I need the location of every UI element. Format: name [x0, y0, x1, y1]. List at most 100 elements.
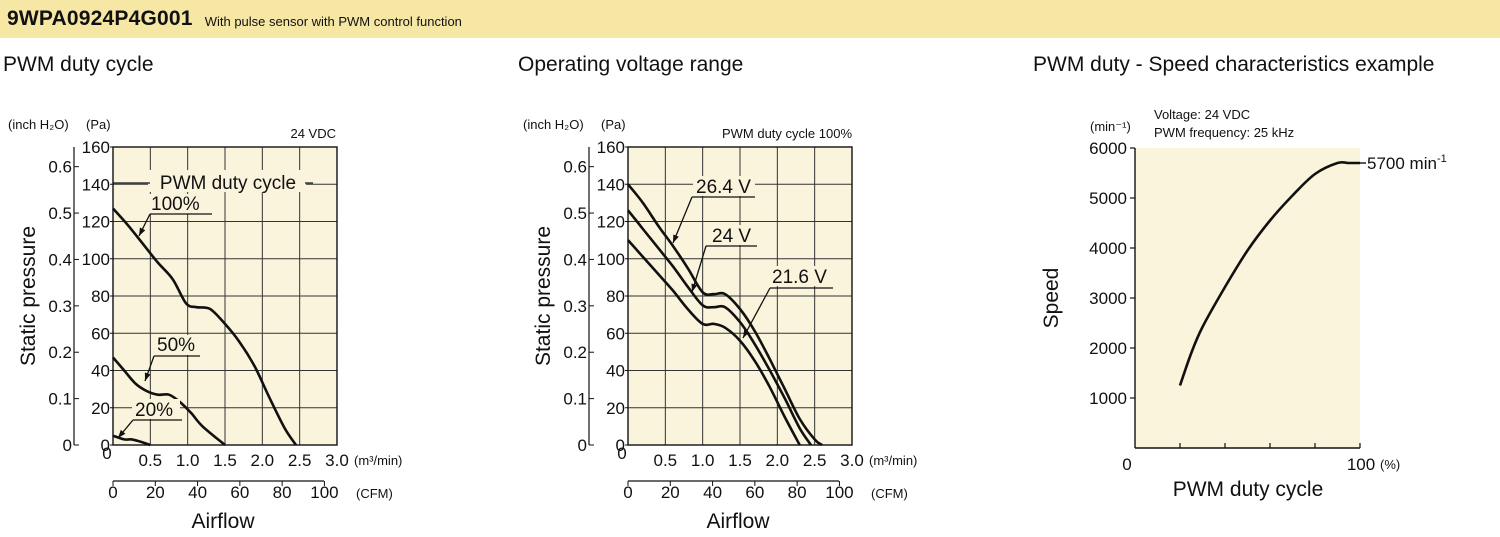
chart2-series-line	[626, 209, 812, 446]
chart2-ytick-inch-label: 0.3	[563, 297, 587, 316]
chart2-ytick-pa-label: 20	[606, 399, 625, 418]
chart1-ytick-inch-label: 0.1	[48, 390, 72, 409]
chart2-ytick-pa-label: 80	[606, 287, 625, 306]
chart1-series-line	[112, 207, 297, 446]
chart2-xtick-cfm-label: 100	[825, 483, 853, 502]
chart2-ytick-inch-label: 0.1	[563, 390, 587, 409]
chart3-ytick-label: 5000	[1089, 189, 1127, 208]
chart3-title: PWM duty - Speed characteristics example	[1033, 53, 1435, 76]
chart1-xtick-cfm-label: 100	[310, 483, 338, 502]
chart1-leader-arrow	[139, 227, 146, 236]
chart2-leader-line	[742, 287, 771, 339]
chart1-xunit-cfm: (CFM)	[356, 486, 393, 501]
chart1-xtick-cfm-label: 0	[108, 483, 117, 502]
chart2-ytick-pa-label: 160	[597, 138, 625, 157]
chart1-series-label: 20%	[135, 400, 173, 421]
chart2-ytick-pa-label: 140	[597, 175, 625, 194]
chart2-ylabel: Static pressure	[532, 226, 555, 366]
chart2-xtick-m3-label: 1.0	[691, 451, 715, 470]
chart1-xtick-m3-label: 0.5	[139, 451, 163, 470]
chart1-ytick-pa-label: 20	[91, 399, 110, 418]
chart3-xtick-label: 0	[1122, 455, 1131, 474]
chart1-ytick-inch-label: 0.5	[48, 204, 72, 223]
chart1-xlabel: Airflow	[191, 510, 255, 533]
chart1-yunit-inch: (inch H₂O)	[8, 117, 69, 132]
pressure-airflow-chart-duty: 0 20 40 60 80 100 120 140 160 0 0.1 0.2 0.3 0.4 0.5 0.6…	[8, 117, 402, 533]
chart1-ytick-pa-label: 100	[82, 250, 110, 269]
chart3-ytick-label: 1000	[1089, 389, 1127, 408]
chart3-series-line	[1178, 160, 1360, 386]
chart2-ytick-pa-label: 40	[606, 362, 625, 381]
chart3-xunit: (%)	[1380, 457, 1400, 472]
chart1-xtick-cfm-label: 60	[230, 483, 249, 502]
chart1-leader-arrow	[144, 372, 151, 381]
chart3-ytick-label: 6000	[1089, 139, 1127, 158]
chart1-yunit-pa: (Pa)	[86, 117, 111, 132]
chart1-leader-arrow	[118, 429, 126, 438]
chart1-xtick-cfm-label: 40	[188, 483, 207, 502]
chart1-ytick-pa-label: 40	[91, 362, 110, 381]
chart2-xunit-cfm: (CFM)	[871, 486, 908, 501]
chart1-series-line	[112, 356, 226, 446]
model-number: 9WPA0924P4G001	[7, 7, 193, 30]
chart1-series-label: 100%	[151, 194, 200, 215]
chart2-label-bg	[709, 225, 757, 245]
chart2-ytick-pa-label: 120	[597, 213, 625, 232]
chart1-xtick-m3-label: 2.5	[288, 451, 312, 470]
chart2-series-line	[627, 239, 801, 446]
chart1-xtick-m3-label: 2.0	[251, 451, 275, 470]
chart3-xtick-label: 100	[1347, 455, 1375, 474]
chart2-xtick-cfm-label: 20	[661, 483, 680, 502]
chart2-ytick-pa-label: 60	[606, 324, 625, 343]
chart1-label-bg	[155, 335, 201, 355]
chart2-label-bg	[770, 266, 832, 286]
chart1-legend-bg	[148, 170, 306, 192]
chart2-yunit-inch: (inch H₂O)	[523, 117, 584, 132]
chart2-ytick-pa-label: 0	[616, 436, 625, 455]
chart1-xtick-m3-label: 3.0	[325, 451, 349, 470]
chart1-xtick-m3-label: 1.5	[213, 451, 237, 470]
chart3-yunit: (min⁻¹)	[1090, 119, 1131, 134]
chart2-xtick-m3-label: 3.0	[840, 451, 864, 470]
chart2-ytick-inch-label: 0.6	[563, 158, 587, 177]
chart2-ytick-inch-label: 0.2	[563, 343, 587, 362]
chart1-legend-title: PWM duty cycle	[160, 173, 296, 194]
chart2-xtick-m3-label: 0.5	[654, 451, 678, 470]
chart2-duty-note: PWM duty cycle 100%	[722, 126, 852, 141]
chart2-ytick-inch-label: 0.5	[563, 204, 587, 223]
chart1-title: PWM duty cycle	[3, 53, 154, 76]
model-header-bar: 9WPA0924P4G001 With pulse sensor with PW…	[0, 0, 1500, 38]
chart2-series-label: 21.6 V	[772, 267, 827, 288]
chart2-series-label: 26.4 V	[696, 177, 751, 198]
chart3-plot-area	[1135, 148, 1360, 448]
chart2-xtick-cfm-label: 80	[788, 483, 807, 502]
chart1-ytick-pa-label: 140	[82, 175, 110, 194]
chart1-ytick-pa-label: 80	[91, 287, 110, 306]
chart1-ytick-pa-label: 0	[101, 436, 110, 455]
chart2-xlabel: Airflow	[706, 510, 770, 533]
chart3-max-label-exponent: -1	[1437, 153, 1447, 165]
chart1-ytick-inch-label: 0.3	[48, 297, 72, 316]
chart2-xtick-cfm-label: 60	[745, 483, 764, 502]
chart2-xtick-m3-label: 1.5	[728, 451, 752, 470]
chart2-leader-line	[691, 245, 707, 293]
chart3-frequency-note: PWM frequency: 25 kHz	[1154, 125, 1294, 140]
chart2-leader-arrow	[673, 234, 679, 243]
chart2-series-line	[626, 183, 823, 447]
chart1-ytick-pa-label: 60	[91, 324, 110, 343]
chart1-ytick-inch-label: 0	[63, 436, 72, 455]
chart2-label-bg	[693, 176, 755, 196]
chart1-xtick-m3-label: 1.0	[176, 451, 200, 470]
chart1-xtick-cfm-label: 20	[146, 483, 165, 502]
pressure-airflow-chart-voltage: 0 20 40 60 80 100 120 140 160 0 0.1 0.2 0.3 0.4 0.5 0.6…	[523, 117, 917, 533]
chart1-series-line	[112, 434, 151, 447]
chart1-xtick-cfm-label: 80	[273, 483, 292, 502]
chart1-ytick-pa-label: 160	[82, 138, 110, 157]
chart2-xtick-m3-label: 2.5	[803, 451, 827, 470]
chart1-ytick-inch-label: 0.4	[48, 250, 72, 269]
chart2-xtick-cfm-label: 40	[703, 483, 722, 502]
chart2-leader-arrow	[691, 283, 698, 292]
chart1-xtick-m3-label: 0	[102, 444, 111, 463]
chart2-ytick-pa-label: 100	[597, 250, 625, 269]
